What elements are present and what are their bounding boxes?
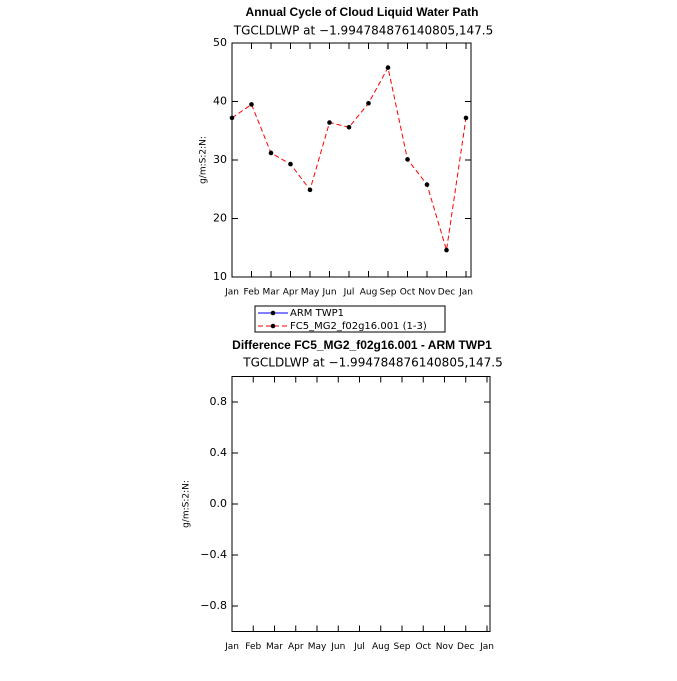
legend-marker — [270, 323, 276, 329]
legend-marker — [270, 310, 276, 316]
data-point — [268, 150, 274, 156]
y-tick-label: 30 — [213, 153, 227, 166]
data-point — [249, 102, 254, 107]
legend-box — [254, 305, 446, 333]
y-axis-label: g/m:S:2:N: — [182, 480, 192, 528]
x-tick-label: Mar — [266, 642, 283, 652]
plot-frame — [231, 376, 491, 632]
series-line — [231, 66, 467, 251]
chart-title: Annual Cycle of Cloud Liquid Water Path — [246, 5, 479, 19]
y-tick-label: 0.8 — [210, 395, 228, 408]
y-tick-label: 20 — [213, 212, 227, 225]
y-tick-label: 10 — [213, 270, 227, 283]
x-tick-label: Aug — [360, 288, 378, 298]
data-point — [288, 161, 293, 167]
data-point — [444, 247, 449, 253]
x-tick-label: Jul — [343, 288, 355, 298]
x-tick-label: Oct — [415, 642, 431, 652]
data-point — [405, 157, 410, 162]
data-point — [366, 100, 371, 106]
x-tick-label: Feb — [245, 642, 261, 652]
data-point — [385, 65, 391, 70]
x-tick-label: May — [301, 288, 320, 298]
y-tick-label: 0.4 — [210, 446, 228, 459]
y-tick-label: 50 — [213, 36, 227, 49]
data-point — [463, 115, 469, 121]
x-tick-label: Apr — [288, 642, 304, 652]
y-tick-label: 0.0 — [210, 497, 228, 510]
x-tick-label: Aug — [372, 642, 390, 652]
data-point — [307, 187, 313, 193]
chart-title: Difference FC5_MG2_f02g16.001 - ARM TWP1 — [232, 338, 492, 352]
y-tick-label: −0.4 — [200, 548, 227, 561]
x-tick-label: Nov — [418, 288, 436, 298]
x-tick-label: Apr — [283, 288, 299, 298]
x-tick-label: Jul — [353, 642, 365, 652]
x-tick-label: Jan — [224, 288, 239, 298]
data-point — [327, 120, 332, 125]
plot-frame — [231, 42, 472, 278]
chart-subtitle: TGCLDLWP at −1.994784876140805,147.5 — [242, 356, 503, 370]
x-tick-label: Dec — [457, 642, 474, 652]
x-tick-label: Nov — [436, 642, 454, 652]
x-tick-label: Oct — [400, 288, 416, 298]
x-tick-label: Jan — [224, 642, 239, 652]
x-tick-label: Sep — [380, 288, 397, 298]
y-axis-label: g/m:S:2:N: — [199, 136, 209, 184]
legend-label: FC5_MG2_f02g16.001 (1-3) — [290, 321, 427, 332]
x-tick-label: Jan — [479, 642, 494, 652]
x-tick-label: Feb — [244, 288, 260, 298]
data-point — [424, 182, 430, 187]
y-tick-label: 40 — [213, 95, 227, 108]
data-point — [346, 124, 352, 130]
x-tick-label: Jun — [330, 642, 345, 652]
y-tick-label: −0.8 — [200, 599, 227, 612]
x-tick-label: Jun — [321, 288, 336, 298]
data-point — [229, 115, 235, 121]
x-tick-label: Sep — [394, 642, 411, 652]
legend-label: ARM TWP1 — [290, 308, 344, 319]
x-tick-label: Mar — [263, 288, 280, 298]
x-tick-label: Dec — [438, 288, 455, 298]
x-tick-label: May — [308, 642, 327, 652]
chart-subtitle: TGCLDLWP at −1.994784876140805,147.5 — [233, 24, 494, 38]
x-tick-label: Jan — [458, 288, 473, 298]
